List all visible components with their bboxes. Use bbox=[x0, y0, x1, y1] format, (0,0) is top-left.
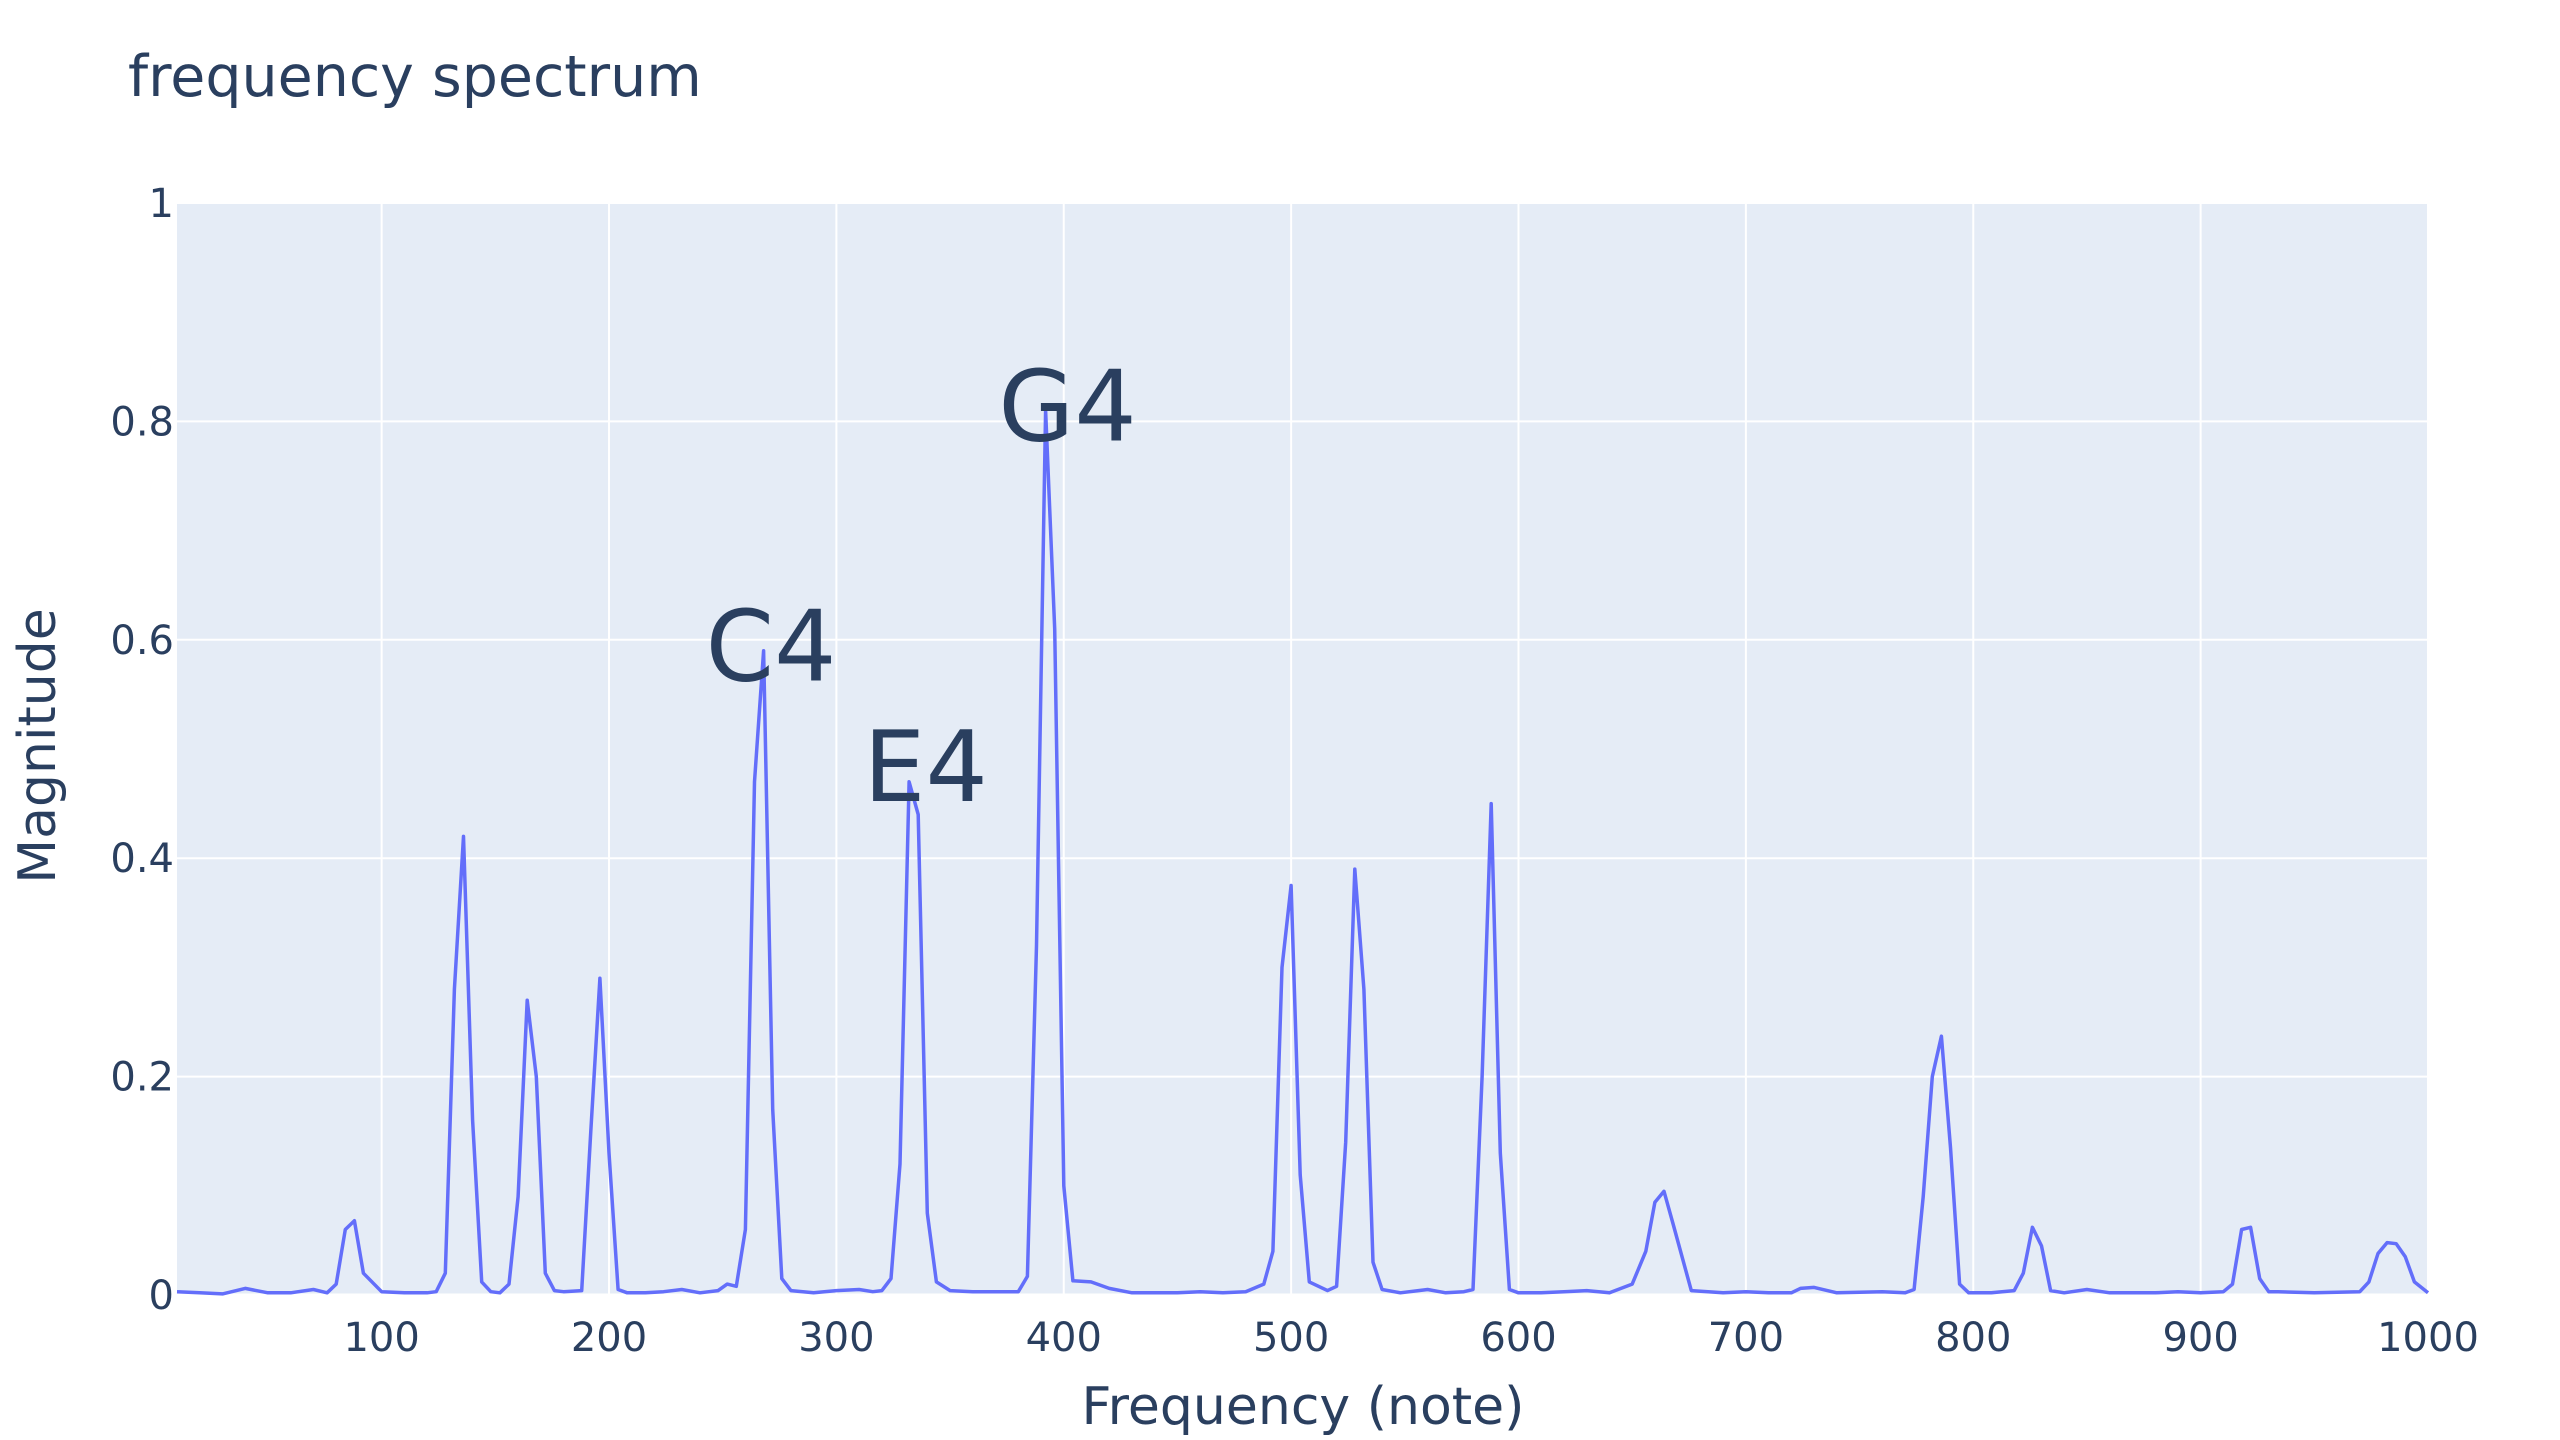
x-tick-label: 700 bbox=[1708, 1315, 1784, 1361]
peak-annotation: G4 bbox=[998, 350, 1136, 464]
y-tick-label: 0.6 bbox=[110, 618, 174, 664]
peak-annotation: E4 bbox=[864, 711, 988, 825]
x-tick-label: 900 bbox=[2162, 1315, 2238, 1361]
y-axis-title: Magnitude bbox=[8, 608, 68, 884]
x-tick-label: 800 bbox=[1935, 1315, 2011, 1361]
series-layer bbox=[176, 408, 2430, 1296]
x-tick-label: 100 bbox=[343, 1315, 419, 1361]
x-tick-label: 300 bbox=[798, 1315, 874, 1361]
x-tick-label: 600 bbox=[1480, 1315, 1556, 1361]
x-tick-label: 400 bbox=[1026, 1315, 1102, 1361]
chart-title: frequency spectrum bbox=[128, 44, 702, 110]
plot-area bbox=[177, 203, 2428, 1295]
y-tick-label: 1 bbox=[149, 181, 174, 227]
x-tick-label: 500 bbox=[1253, 1315, 1329, 1361]
x-tick-label: 200 bbox=[571, 1315, 647, 1361]
y-tick-label: 0 bbox=[149, 1273, 174, 1319]
y-tick-label: 0.4 bbox=[110, 836, 174, 882]
spectrum-line bbox=[176, 408, 2430, 1296]
peak-annotation: C4 bbox=[706, 591, 837, 705]
y-axis-ticks: 0 0.2 0.4 0.6 0.8 1 bbox=[110, 181, 174, 1319]
gridlines bbox=[177, 202, 2429, 1297]
x-tick-label: 1000 bbox=[2377, 1315, 2479, 1361]
y-tick-label: 0.2 bbox=[110, 1055, 174, 1101]
x-axis-ticks: 100 200 300 400 500 600 700 800 900 1000 bbox=[343, 1315, 2478, 1361]
y-tick-label: 0.8 bbox=[110, 399, 174, 445]
x-axis-title: Frequency (note) bbox=[1082, 1377, 1525, 1437]
